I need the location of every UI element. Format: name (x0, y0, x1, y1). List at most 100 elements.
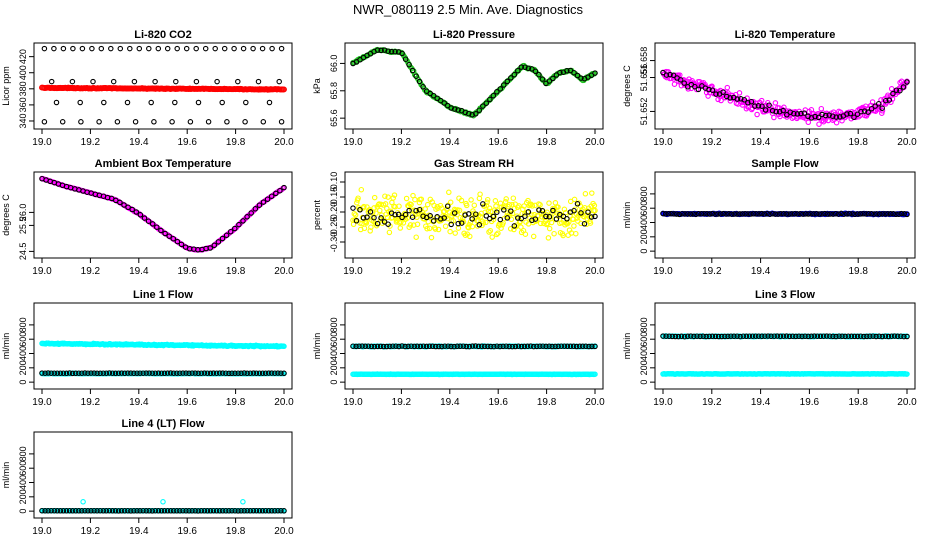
data-point (134, 508, 140, 514)
data-point (802, 333, 808, 340)
data-point (677, 72, 683, 78)
data-point (428, 234, 435, 241)
data-point (106, 370, 113, 376)
data-point (117, 199, 123, 206)
data-point (509, 201, 515, 208)
data-point (437, 216, 444, 222)
data-point (550, 75, 556, 82)
data-point (666, 333, 672, 340)
data-point (187, 119, 194, 125)
y-tick-label: 360 (18, 97, 28, 112)
x-tick-label: 19.8 (226, 526, 246, 537)
data-point (411, 343, 418, 350)
data-point (268, 508, 275, 514)
x-tick-label: 19.2 (81, 137, 101, 148)
data-point (89, 45, 95, 52)
data-point (82, 370, 88, 376)
x-tick-label: 19.0 (32, 526, 52, 537)
data-point (281, 370, 287, 377)
data-point (783, 211, 790, 217)
data-point (532, 216, 539, 222)
data-point (276, 78, 282, 85)
data-point (539, 76, 546, 82)
data-point (69, 78, 76, 85)
data-point (676, 211, 683, 218)
data-point (882, 333, 889, 339)
data-point (268, 193, 275, 199)
data-point (518, 64, 525, 70)
data-point (706, 333, 713, 340)
data-point (155, 370, 162, 376)
data-point (186, 370, 192, 377)
chart-sample-flow: Sample Flow 19.0 19.2 19.4 19.6 19.8 20.0 0 2004… (622, 158, 917, 277)
data-point (490, 213, 497, 220)
data-point (766, 102, 772, 108)
data-point (463, 343, 470, 350)
data-point (140, 370, 146, 376)
series-all (350, 186, 598, 241)
series-reference (39, 84, 287, 93)
page-title: NWR_080119 2.5 Min. Ave. Diagnostics (352, 2, 584, 17)
data-point (904, 333, 910, 340)
data-point (587, 220, 594, 226)
x-tick-label: 19.4 (129, 526, 149, 537)
data-point (681, 333, 688, 340)
data-point (529, 203, 536, 209)
data-point (377, 207, 383, 214)
data-point (128, 508, 134, 514)
y-tick-label: 25.5 (18, 217, 28, 235)
data-point (823, 333, 830, 339)
x-tick-label: 20.0 (274, 266, 294, 277)
series-averages (350, 47, 598, 118)
data-point (816, 211, 823, 217)
data-point (548, 219, 555, 226)
data-point (571, 69, 577, 76)
data-point (458, 220, 465, 226)
data-point (281, 184, 287, 191)
data-point (876, 211, 883, 217)
data-point (446, 189, 452, 196)
data-point (477, 191, 483, 197)
data-point (489, 234, 495, 240)
data-point (712, 211, 718, 217)
data-point (752, 333, 759, 339)
data-point (720, 89, 726, 95)
data-point (112, 370, 119, 377)
data-point (725, 333, 731, 340)
data-point (420, 343, 427, 349)
y-axis-label: percent (312, 199, 322, 230)
data-point (454, 343, 460, 350)
data-point (845, 333, 852, 339)
data-point (765, 333, 771, 339)
x-tick-label: 20.0 (897, 266, 917, 277)
data-point (543, 213, 549, 220)
x-tick-label: 19.8 (226, 137, 246, 148)
data-point (858, 108, 864, 115)
data-point (796, 333, 802, 340)
data-point (794, 211, 801, 217)
data-point (820, 333, 827, 339)
data-point (445, 343, 451, 349)
data-point (378, 47, 384, 54)
data-point (60, 370, 67, 376)
data-point (455, 220, 461, 227)
data-point (761, 211, 768, 217)
plot-area (39, 499, 287, 514)
data-point (848, 333, 855, 340)
data-point (879, 110, 885, 116)
data-point (518, 215, 525, 222)
data-point (388, 48, 395, 55)
data-point (241, 508, 247, 514)
data-point (543, 343, 549, 350)
plot-frame (654, 171, 916, 259)
data-point (240, 499, 246, 505)
data-point (174, 238, 181, 245)
data-point (571, 207, 577, 214)
data-point (481, 343, 488, 350)
data-point (500, 343, 506, 350)
data-point (724, 84, 731, 91)
data-point (210, 370, 217, 376)
data-point (873, 333, 879, 340)
data-point (385, 221, 391, 227)
data-point (717, 211, 724, 217)
